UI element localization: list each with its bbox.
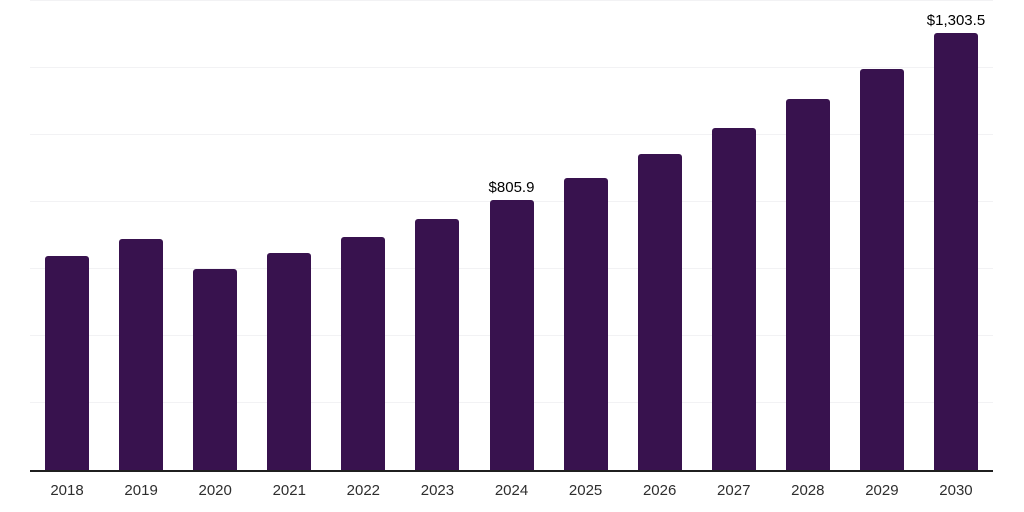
bar-2029	[859, 69, 904, 470]
bar-2023	[415, 219, 460, 470]
bar-series: $805.9 $1,303.5	[30, 1, 993, 470]
x-tick-label-2026: 2026	[642, 482, 677, 499]
bar-band	[623, 1, 697, 470]
gridline	[30, 67, 993, 68]
gridline	[30, 0, 993, 1]
x-tick-label-2030: 2030	[939, 482, 973, 499]
x-tick-label-2025: 2025	[568, 482, 603, 499]
bar-band: $805.9	[474, 1, 548, 470]
x-tick-label-2023: 2023	[420, 482, 455, 499]
bar-2026	[637, 154, 682, 470]
bar-2020	[193, 269, 238, 470]
gridline	[30, 134, 993, 135]
bar-2019	[119, 238, 164, 470]
bar-band	[252, 1, 326, 470]
bar-band	[30, 1, 104, 470]
x-tick-label-2022: 2022	[346, 482, 381, 499]
x-tick-label-2018: 2018	[50, 482, 84, 499]
plot-area: $805.9 $1,303.5	[30, 0, 993, 472]
bar-band	[400, 1, 474, 470]
data-label-2024: $805.9	[488, 179, 535, 197]
bar-2025	[563, 177, 608, 470]
x-tick-label-2021: 2021	[272, 482, 306, 499]
x-tick-label-2024: 2024	[494, 482, 529, 499]
bar-2022	[341, 236, 386, 470]
bar-2018	[45, 256, 90, 470]
x-tick-label-2029: 2029	[865, 482, 899, 499]
x-tick-label-2020: 2020	[198, 482, 232, 499]
bar-2027	[711, 127, 756, 470]
bar-band	[697, 1, 771, 470]
bar-2030: $1,303.5	[927, 12, 985, 470]
x-tick-label-2019: 2019	[124, 482, 158, 499]
x-tick-label-2027: 2027	[717, 482, 751, 499]
bar-band: $1,303.5	[919, 1, 993, 470]
bar-2021	[267, 253, 312, 470]
x-axis: 2018 2019 2020 2021 2022 2023 2024 2025 2026 2027…	[30, 482, 993, 499]
bar-chart: $805.9 $1,303.5 2018 2019 2020 2021 2022 2023 2…	[30, 0, 993, 499]
data-label-2030: $1,303.5	[926, 12, 986, 30]
bar-band	[845, 1, 919, 470]
bar-2028	[785, 98, 830, 470]
bar-band	[326, 1, 400, 470]
bar-band	[178, 1, 252, 470]
bar-band	[104, 1, 178, 470]
bar-band	[549, 1, 623, 470]
x-tick-label-2028: 2028	[791, 482, 825, 499]
bar-band	[771, 1, 845, 470]
bar-2024: $805.9	[489, 179, 534, 470]
